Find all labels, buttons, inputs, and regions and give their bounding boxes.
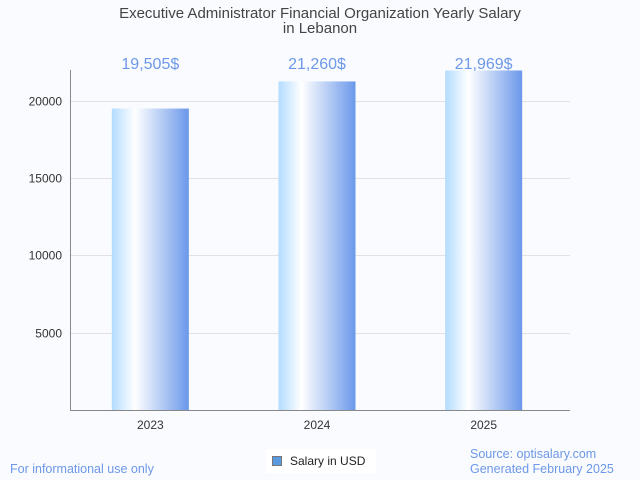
y-tick-label: 5000 bbox=[35, 327, 62, 341]
legend-swatch bbox=[272, 456, 282, 466]
x-tick-label: 2024 bbox=[304, 418, 331, 432]
data-label: 21,260$ bbox=[288, 56, 346, 73]
y-tick-label: 10000 bbox=[29, 249, 63, 263]
data-label: 19,505$ bbox=[121, 56, 179, 73]
data-label: 21,969$ bbox=[455, 56, 513, 73]
chart-title-line2: in Lebanon bbox=[283, 20, 357, 37]
x-tick-label: 2023 bbox=[137, 418, 164, 432]
y-tick-label: 15000 bbox=[29, 172, 63, 186]
x-tick-label: 2025 bbox=[470, 418, 497, 432]
generated-date: Generated February 2025 bbox=[470, 462, 614, 476]
bar-2025 bbox=[445, 70, 523, 410]
y-tick-label: 20000 bbox=[29, 95, 63, 109]
chart-title-line1: Executive Administrator Financial Organi… bbox=[119, 5, 521, 22]
bar-2024 bbox=[278, 81, 356, 410]
legend: Salary in USD bbox=[266, 449, 376, 473]
bar-2023 bbox=[111, 108, 189, 411]
legend-label: Salary in USD bbox=[290, 454, 366, 468]
disclaimer: For informational use only bbox=[10, 462, 154, 476]
source-link[interactable]: Source: optisalary.com bbox=[470, 447, 597, 461]
